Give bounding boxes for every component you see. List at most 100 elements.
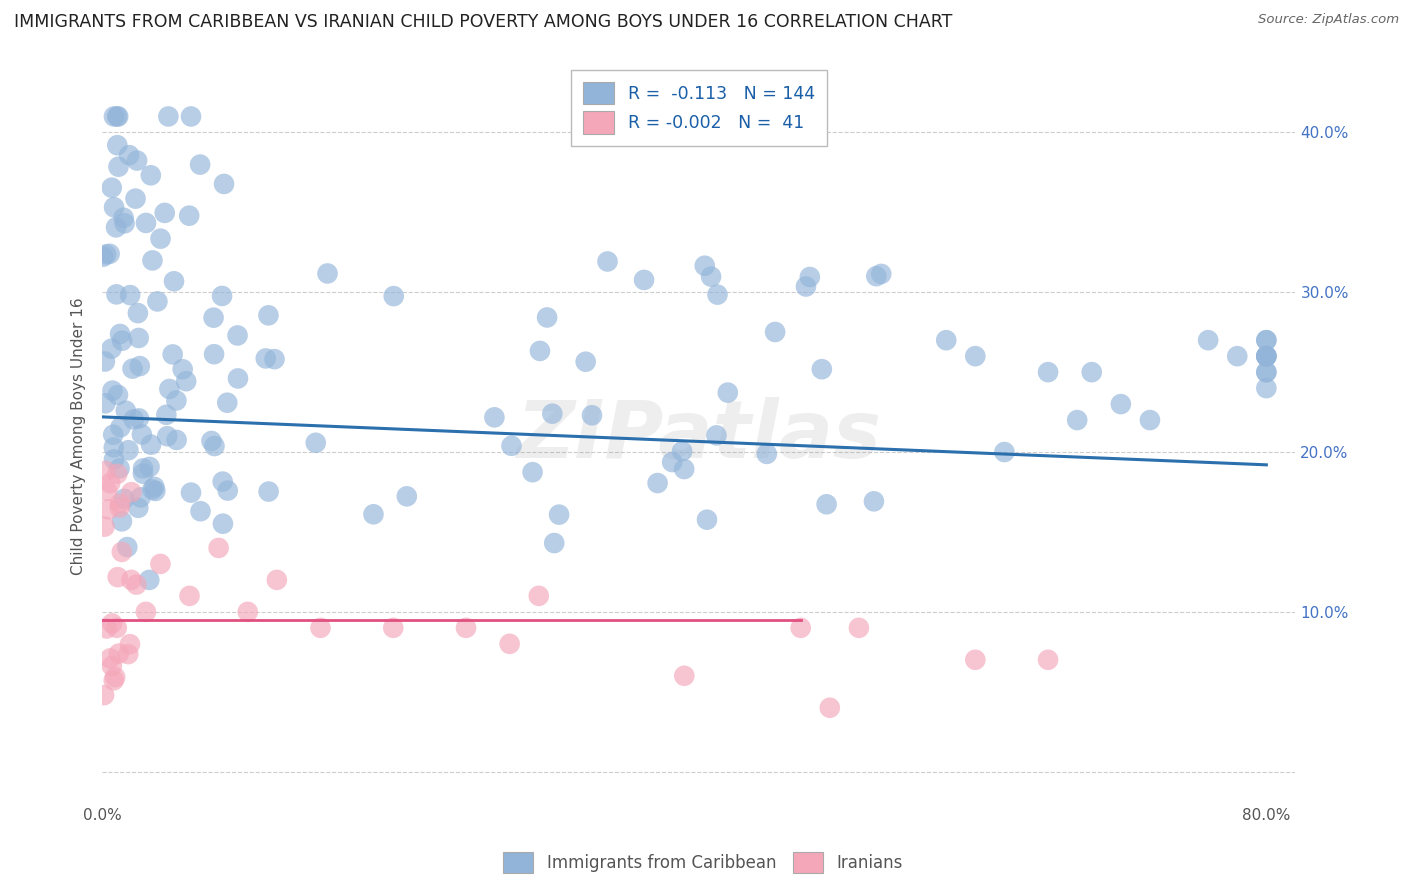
Point — [107, 647, 129, 661]
Point — [118, 148, 141, 162]
Point — [1109, 397, 1132, 411]
Point — [529, 343, 551, 358]
Point — [120, 288, 142, 302]
Point — [700, 269, 723, 284]
Point — [200, 434, 222, 448]
Point — [118, 637, 141, 651]
Point — [125, 153, 148, 168]
Point — [107, 160, 129, 174]
Y-axis label: Child Poverty Among Boys Under 16: Child Poverty Among Boys Under 16 — [72, 297, 86, 574]
Point — [112, 211, 135, 225]
Point — [105, 138, 128, 153]
Point — [1256, 333, 1278, 347]
Point — [717, 385, 740, 400]
Point — [541, 407, 564, 421]
Point — [93, 688, 115, 702]
Point — [129, 491, 152, 505]
Point — [794, 279, 817, 293]
Point — [257, 309, 280, 323]
Point — [211, 289, 233, 303]
Point — [114, 403, 136, 417]
Point — [863, 494, 886, 508]
Point — [157, 110, 180, 124]
Point — [673, 669, 696, 683]
Point — [536, 310, 558, 325]
Point — [633, 273, 655, 287]
Point — [818, 700, 841, 714]
Point — [103, 427, 125, 442]
Point — [217, 395, 239, 409]
Point — [101, 616, 124, 631]
Point — [179, 589, 201, 603]
Point — [1197, 333, 1219, 347]
Point — [811, 362, 834, 376]
Point — [94, 354, 117, 368]
Point — [673, 462, 696, 476]
Point — [1256, 381, 1278, 395]
Point — [693, 259, 716, 273]
Point — [382, 289, 405, 303]
Point — [105, 110, 128, 124]
Point — [146, 294, 169, 309]
Point — [993, 445, 1015, 459]
Point — [143, 483, 166, 498]
Point — [815, 497, 838, 511]
Point — [128, 331, 150, 345]
Point — [1226, 349, 1249, 363]
Point — [141, 483, 163, 497]
Point — [108, 461, 131, 475]
Point — [706, 428, 728, 442]
Text: Source: ZipAtlas.com: Source: ZipAtlas.com — [1258, 13, 1399, 27]
Point — [103, 452, 125, 467]
Point — [1036, 653, 1059, 667]
Point — [166, 433, 188, 447]
Point — [254, 351, 277, 366]
Point — [1080, 365, 1102, 379]
Point — [870, 267, 893, 281]
Point — [108, 326, 131, 341]
Point — [190, 504, 212, 518]
Point — [114, 216, 136, 230]
Point — [202, 347, 225, 361]
Point — [501, 439, 523, 453]
Point — [174, 374, 197, 388]
Point — [101, 659, 124, 673]
Point — [848, 621, 870, 635]
Point — [226, 328, 249, 343]
Point — [395, 489, 418, 503]
Point — [149, 232, 172, 246]
Legend: R =  -0.113   N = 144, R = -0.002   N =  41: R = -0.113 N = 144, R = -0.002 N = 41 — [571, 70, 827, 145]
Point — [527, 589, 550, 603]
Point — [755, 447, 778, 461]
Point — [111, 334, 134, 348]
Point — [575, 355, 598, 369]
Point — [103, 110, 125, 124]
Point — [149, 557, 172, 571]
Point — [108, 500, 131, 515]
Text: IMMIGRANTS FROM CARIBBEAN VS IRANIAN CHILD POVERTY AMONG BOYS UNDER 16 CORRELATI: IMMIGRANTS FROM CARIBBEAN VS IRANIAN CHI… — [14, 13, 952, 31]
Point — [696, 513, 718, 527]
Point — [128, 411, 150, 425]
Point — [127, 500, 149, 515]
Point — [188, 158, 211, 172]
Point — [132, 467, 155, 481]
Point — [94, 396, 117, 410]
Point — [263, 352, 285, 367]
Point — [484, 410, 506, 425]
Point — [172, 362, 194, 376]
Point — [103, 200, 125, 214]
Point — [98, 476, 121, 491]
Point — [143, 480, 166, 494]
Point — [121, 361, 143, 376]
Point — [108, 497, 131, 511]
Point — [1256, 349, 1278, 363]
Point — [935, 333, 957, 347]
Point — [162, 347, 184, 361]
Point — [1256, 349, 1278, 363]
Point — [111, 514, 134, 528]
Legend: Immigrants from Caribbean, Iranians: Immigrants from Caribbean, Iranians — [496, 846, 910, 880]
Point — [101, 384, 124, 398]
Point — [1256, 333, 1278, 347]
Point — [865, 269, 887, 284]
Point — [581, 409, 603, 423]
